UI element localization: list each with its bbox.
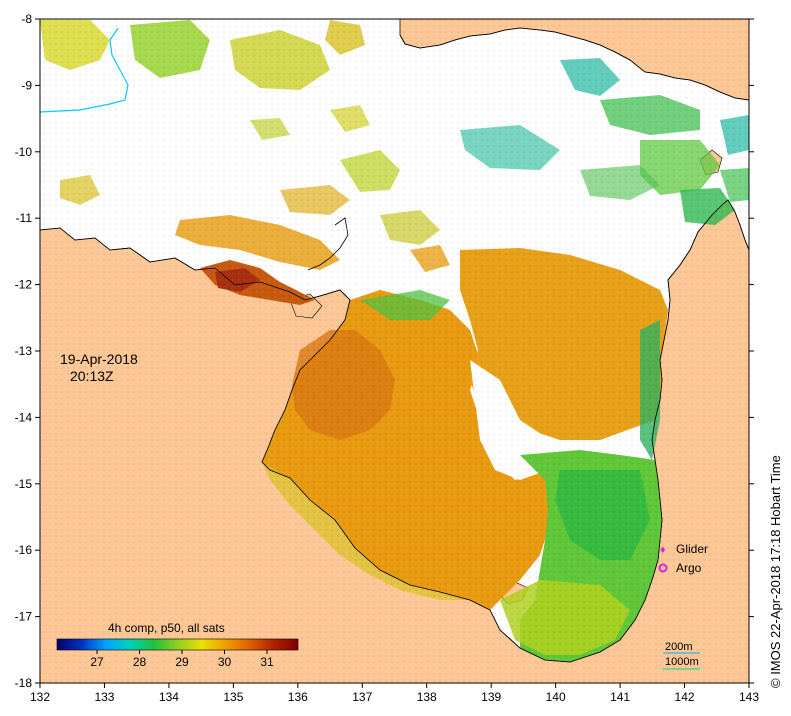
- depth-200m-label: 200m: [665, 641, 693, 653]
- colorbar-tick-label: 31: [260, 655, 274, 669]
- colorbar: [56, 638, 299, 651]
- argo-marker: [658, 563, 668, 573]
- time-label: 20:13Z: [70, 368, 114, 384]
- x-axis: 132 133 134 135 136 137 138 139 140 141 142 143: [30, 683, 759, 704]
- y-tick-label: -14: [15, 410, 33, 424]
- x-tick-label: 140: [546, 690, 566, 704]
- credit-text: © IMOS 22-Apr-2018 17:18 Hobart Time: [768, 455, 783, 688]
- x-tick-label: 142: [675, 690, 695, 704]
- date-label: 19-Apr-2018: [60, 351, 138, 367]
- x-tick-label: 137: [352, 690, 372, 704]
- glider-label: Glider: [676, 542, 708, 556]
- glider-marker: ♦: [660, 544, 666, 556]
- colorbar-tick-label: 28: [133, 655, 147, 669]
- colorbar-tick-label: 27: [90, 655, 104, 669]
- x-tick-label: 136: [288, 690, 308, 704]
- x-tick-label: 143: [739, 690, 759, 704]
- colorbar-tick-label: 29: [175, 655, 189, 669]
- x-tick-label: 132: [30, 690, 50, 704]
- depth-legend: 200m 1000m: [663, 641, 700, 670]
- x-tick-label: 133: [94, 690, 114, 704]
- x-tick-label: 135: [223, 690, 243, 704]
- x-tick-label: 134: [159, 690, 179, 704]
- y-tick-label: -16: [15, 543, 33, 557]
- depth-1000m-label: 1000m: [665, 656, 699, 668]
- colorbar-tick-label: 30: [218, 655, 232, 669]
- y-tick-label: -8: [21, 12, 32, 26]
- y-tick-label: -13: [15, 344, 33, 358]
- argo-label: Argo: [676, 561, 702, 575]
- coastline: [39, 27, 750, 663]
- colorbar-title: 4h comp, p50, all sats: [108, 621, 225, 635]
- sst-field: [40, 19, 749, 683]
- y-tick-label: -9: [21, 78, 32, 92]
- y-tick-label: -18: [15, 676, 33, 690]
- y-tick-label: -17: [15, 610, 33, 624]
- y-tick-label: -10: [15, 145, 33, 159]
- y-tick-label: -11: [16, 211, 33, 225]
- colorbar-ticks: 27 28 29 30 31: [90, 650, 274, 669]
- y-tick-label: -12: [15, 278, 33, 292]
- legend: ♦ Glider Argo: [658, 542, 708, 575]
- x-tick-label: 139: [481, 690, 501, 704]
- x-tick-label: 141: [610, 690, 630, 704]
- x-tick-label: 138: [417, 690, 437, 704]
- y-axis: -8 -9 -10 -11 -12 -13 -14 -15 -16 -17 -18: [15, 12, 754, 690]
- y-tick-label: -15: [15, 477, 33, 491]
